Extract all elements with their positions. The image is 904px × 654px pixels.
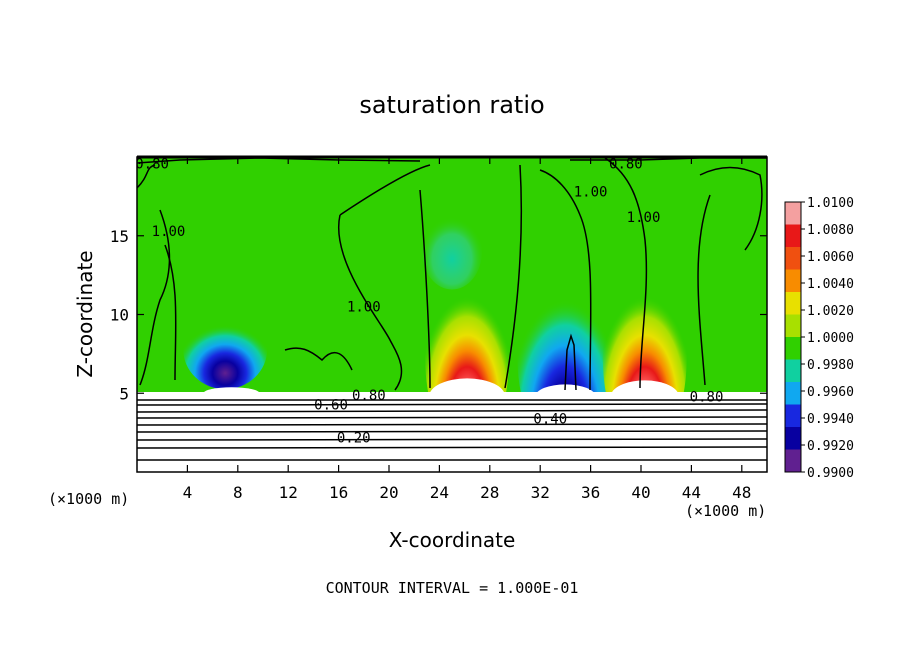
x-unit-right: (×1000 m) [685, 502, 766, 520]
colorbar-label-2: 1.0060 [807, 250, 854, 265]
contour-label-6: 0.80 [352, 388, 386, 404]
x-tick-label-11: 48 [732, 483, 751, 502]
colorbar-label-8: 0.9940 [807, 412, 854, 427]
contour-line-2 [137, 164, 156, 189]
colorbar-label-4: 1.0020 [807, 304, 854, 319]
colorbar-swatch-8 [785, 382, 801, 405]
colorbar-swatch-0 [785, 202, 801, 225]
plot-area: 0.80 0.801.001.001.001.000.800.60 0.800.40… [135, 156, 767, 472]
contour-line-19 [137, 430, 767, 433]
x-tick-label-9: 40 [631, 483, 650, 502]
x-unit-left: (×1000 m) [48, 490, 129, 508]
contour-line-3 [139, 209, 171, 386]
x-tick-label-2: 12 [279, 483, 298, 502]
contour-label-text-1: 0.80 [609, 156, 643, 172]
contour-label-3: 1.00 [347, 300, 381, 316]
contour-line-9 [539, 169, 592, 391]
contour-line-18 [137, 423, 767, 426]
contour-line-6 [337, 214, 403, 391]
colorbar-label-5: 1.0000 [807, 331, 854, 346]
x-tick-label-5: 24 [430, 483, 449, 502]
colorbar-swatch-1 [785, 224, 801, 248]
contour-label-text-0: 0.80 [135, 156, 169, 172]
contour-label-0: 0.80 [135, 156, 169, 172]
contour-label-5: 1.00 [574, 185, 608, 201]
y-tick-label-1: 10 [110, 306, 129, 325]
colorbar-label-9: 0.9920 [807, 439, 854, 454]
contour-line-21 [137, 446, 767, 449]
y-axis-label: Z-coordinate [73, 250, 97, 377]
x-tick-label-10: 44 [682, 483, 701, 502]
contour-label-7: 0.60 [314, 397, 348, 413]
colorbar-swatch-2 [785, 247, 801, 270]
x-tick-label-3: 16 [329, 483, 348, 502]
contour-labels: 0.80 0.801.001.001.001.000.800.60 0.800.40… [135, 156, 724, 446]
contour-line-12 [697, 194, 711, 386]
contour-label-text-3: 1.00 [347, 300, 381, 316]
x-tick-label-8: 36 [581, 483, 600, 502]
x-tick-label-0: 4 [183, 483, 193, 502]
contour-line-16 [137, 409, 767, 413]
contour-line-15 [137, 403, 767, 406]
contour-line-10 [604, 157, 648, 389]
colorbar-swatch-4 [785, 292, 801, 315]
x-tick-label-1: 8 [233, 483, 243, 502]
y-tick-label-0: 5 [119, 384, 129, 403]
contour-label-8: 0.80 [690, 389, 724, 405]
colorbar-label-0: 1.0100 [807, 196, 854, 211]
colorbar-swatch-5 [785, 314, 801, 338]
contour-label-text-5: 1.00 [574, 185, 608, 201]
colorbar-swatch-10 [785, 427, 801, 450]
contour-label-text-9: 0.40 [533, 411, 567, 427]
contour-line-7 [419, 189, 431, 389]
y-axis-ticks: 5 10 15 [110, 227, 767, 403]
colorbar-label-6: 0.9980 [807, 358, 854, 373]
x-tick-label-4: 20 [379, 483, 398, 502]
contour-label-2: 1.00 [152, 224, 186, 240]
contour-label-text-7: 0.60 [314, 397, 348, 413]
colorbar-swatch-3 [785, 269, 801, 293]
contour-label-4: 1.00 [627, 210, 661, 226]
contour-label-text-10: 0.20 [337, 430, 371, 446]
colorbar-swatch-11 [785, 449, 801, 473]
contour-label-text-6: 0.80 [352, 388, 386, 404]
colorbar: 1.0100 1.0080 1.0060 1.0040 1.0020 1.0000 0.99… [784, 196, 854, 481]
contour-label-text-2: 1.00 [152, 224, 186, 240]
colorbar-label-10: 0.9900 [807, 466, 854, 481]
contour-line-8 [504, 164, 523, 389]
contour-label-text-4: 1.00 [627, 210, 661, 226]
colorbar-label-1: 1.0080 [807, 223, 854, 238]
colorbar-swatch-7 [785, 359, 801, 383]
colorbar-swatch-9 [785, 404, 801, 428]
contour-line-11 [699, 166, 763, 251]
contour-label-10: 0.20 [337, 430, 371, 446]
contour-line-4 [164, 244, 177, 381]
contour-line-5 [339, 164, 431, 216]
y-tick-label-2: 15 [110, 227, 129, 246]
contour-spike [564, 333, 577, 391]
x-tick-label-7: 32 [531, 483, 550, 502]
chart-title: saturation ratio [359, 91, 544, 119]
contour-line-20 [137, 438, 767, 441]
contour-line-13 [284, 347, 353, 371]
contour-line-17 [137, 416, 767, 419]
heatmap-cell-4 [422, 213, 482, 290]
contour-label-text-8: 0.80 [690, 389, 724, 405]
contour-label-1: 0.80 [609, 156, 643, 172]
x-axis-ticks: 4 8 12 16 20 24 28 32 36 40 44 48 [183, 157, 751, 502]
colorbar-label-7: 0.9960 [807, 385, 854, 400]
colorbar-label-3: 1.0040 [807, 277, 854, 292]
x-tick-label-6: 28 [480, 483, 499, 502]
contour-label-9: 0.40 [533, 411, 567, 427]
colorbar-swatch-6 [785, 337, 801, 360]
x-axis-label: X-coordinate [389, 528, 516, 552]
heatmap-cell-3 [183, 309, 268, 390]
contour-interval-note: CONTOUR INTERVAL = 1.000E-01 [326, 579, 579, 597]
